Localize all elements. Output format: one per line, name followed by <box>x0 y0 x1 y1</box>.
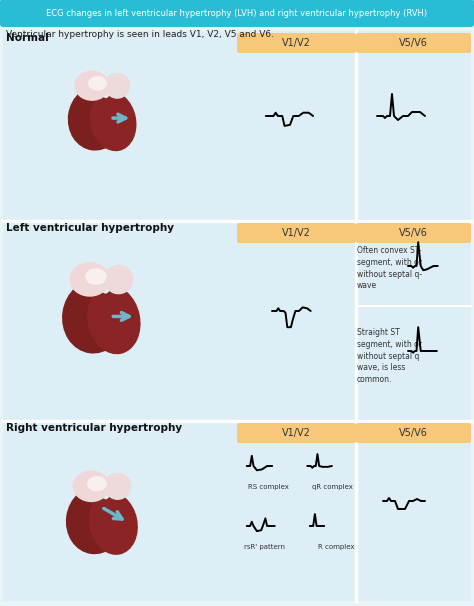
Ellipse shape <box>85 268 107 285</box>
Text: rsR' pattern: rsR' pattern <box>244 544 285 550</box>
Text: V1/V2: V1/V2 <box>282 228 311 238</box>
FancyBboxPatch shape <box>237 33 356 53</box>
Ellipse shape <box>104 73 130 99</box>
FancyBboxPatch shape <box>356 223 471 243</box>
Ellipse shape <box>87 285 141 355</box>
Text: V1/V2: V1/V2 <box>282 428 311 438</box>
Text: Often convex ST-
segment, with or
without septal q-
wave: Often convex ST- segment, with or withou… <box>357 246 422 290</box>
Text: V5/V6: V5/V6 <box>399 428 428 438</box>
Text: Ventricular hypertrophy is seen in leads V1, V2, V5 and V6.: Ventricular hypertrophy is seen in leads… <box>6 30 274 39</box>
Text: Straight ST
segment, with or
without septal q
wave, is less
common.: Straight ST segment, with or without sep… <box>357 328 422 384</box>
Ellipse shape <box>101 282 110 293</box>
FancyBboxPatch shape <box>356 423 471 443</box>
Ellipse shape <box>74 71 110 101</box>
FancyBboxPatch shape <box>3 421 471 601</box>
FancyBboxPatch shape <box>3 221 471 421</box>
Text: V1/V2: V1/V2 <box>282 38 311 48</box>
Text: RS complex: RS complex <box>248 484 289 490</box>
Ellipse shape <box>102 88 109 98</box>
Text: V5/V6: V5/V6 <box>399 38 428 48</box>
Ellipse shape <box>88 76 107 90</box>
Ellipse shape <box>90 91 137 152</box>
Ellipse shape <box>87 476 107 491</box>
FancyBboxPatch shape <box>237 423 356 443</box>
FancyBboxPatch shape <box>3 31 471 221</box>
Ellipse shape <box>66 486 126 554</box>
Text: qR complex: qR complex <box>312 484 353 490</box>
Ellipse shape <box>104 473 131 500</box>
Text: R complex: R complex <box>318 544 355 550</box>
Ellipse shape <box>68 85 125 150</box>
Text: Normal: Normal <box>6 33 49 43</box>
Ellipse shape <box>102 488 110 499</box>
Ellipse shape <box>104 265 134 295</box>
Text: ECG changes in left ventricular hypertrophy (LVH) and right ventricular hypertro: ECG changes in left ventricular hypertro… <box>46 8 428 18</box>
FancyBboxPatch shape <box>356 33 471 53</box>
Ellipse shape <box>62 279 127 353</box>
Text: V5/V6: V5/V6 <box>399 228 428 238</box>
FancyBboxPatch shape <box>0 0 474 27</box>
Ellipse shape <box>69 262 110 297</box>
Text: Right ventricular hypertrophy: Right ventricular hypertrophy <box>6 423 182 433</box>
Text: Left ventricular hypertrophy: Left ventricular hypertrophy <box>6 223 174 233</box>
FancyBboxPatch shape <box>237 223 356 243</box>
Ellipse shape <box>73 470 110 502</box>
Ellipse shape <box>89 491 138 555</box>
